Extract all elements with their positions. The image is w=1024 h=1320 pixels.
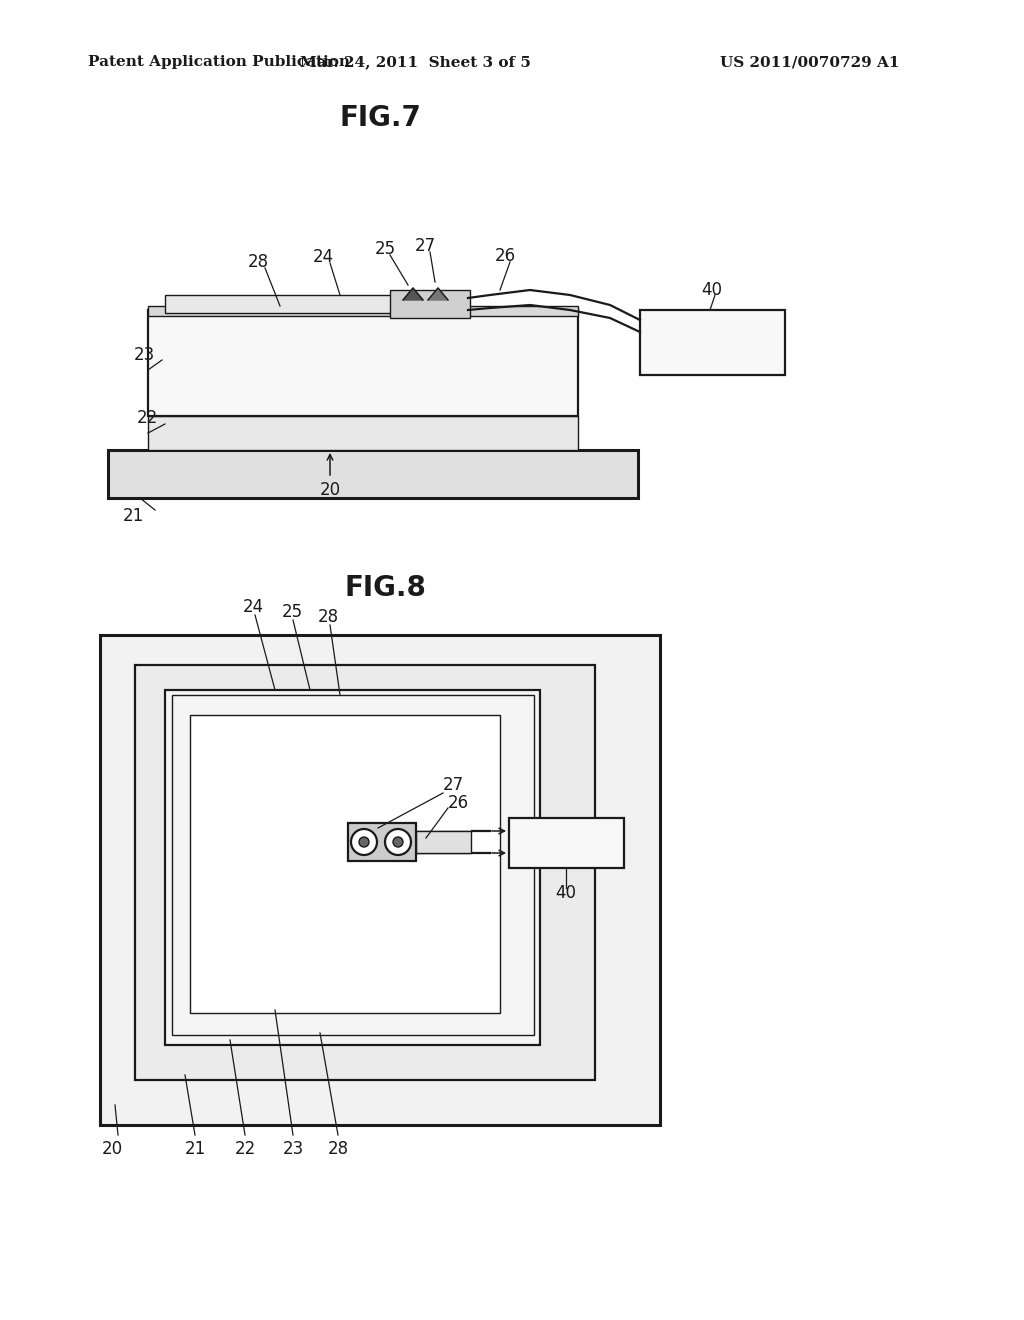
Bar [190, 715, 500, 1012]
Text: US 2011/0070729 A1: US 2011/0070729 A1 [720, 55, 899, 69]
Text: FIG.7: FIG.7 [339, 104, 421, 132]
Polygon shape [428, 288, 449, 300]
Text: 40: 40 [701, 281, 723, 300]
Text: 24: 24 [243, 598, 263, 616]
Text: 40: 40 [555, 884, 577, 902]
Text: 25: 25 [375, 240, 395, 257]
Bar [416, 832, 471, 853]
Text: Patent Application Publication: Patent Application Publication [88, 55, 350, 69]
Text: 28: 28 [328, 1140, 348, 1158]
Text: 26: 26 [495, 247, 515, 265]
Bar [172, 696, 534, 1035]
Text: 25: 25 [282, 603, 302, 620]
Circle shape [393, 837, 403, 847]
Text: 23: 23 [134, 346, 155, 364]
Text: 20: 20 [101, 1140, 123, 1158]
Text: 24: 24 [312, 248, 334, 267]
Text: 28: 28 [317, 609, 339, 626]
Text: 27: 27 [415, 238, 435, 255]
Circle shape [351, 829, 377, 855]
Text: FIG.8: FIG.8 [344, 574, 426, 602]
Text: 26: 26 [447, 795, 469, 812]
Text: 22: 22 [234, 1140, 256, 1158]
Text: 27: 27 [442, 776, 464, 795]
Circle shape [385, 829, 411, 855]
Text: 20: 20 [319, 480, 341, 499]
Bar [165, 690, 540, 1045]
Bar [135, 665, 595, 1080]
Bar [640, 310, 785, 375]
Bar [148, 310, 578, 416]
Bar [390, 290, 470, 318]
Text: 28: 28 [248, 253, 268, 271]
Bar [148, 306, 578, 315]
Bar [148, 416, 578, 450]
Bar [348, 822, 416, 861]
Bar [165, 294, 410, 313]
Circle shape [359, 837, 369, 847]
Polygon shape [403, 288, 423, 300]
Text: 23: 23 [283, 1140, 304, 1158]
Bar [108, 450, 638, 498]
Bar [100, 635, 660, 1125]
Text: Mar. 24, 2011  Sheet 3 of 5: Mar. 24, 2011 Sheet 3 of 5 [300, 55, 530, 69]
Text: 21: 21 [123, 507, 143, 525]
Text: 21: 21 [184, 1140, 206, 1158]
Bar [509, 818, 624, 869]
Text: 22: 22 [137, 409, 158, 426]
